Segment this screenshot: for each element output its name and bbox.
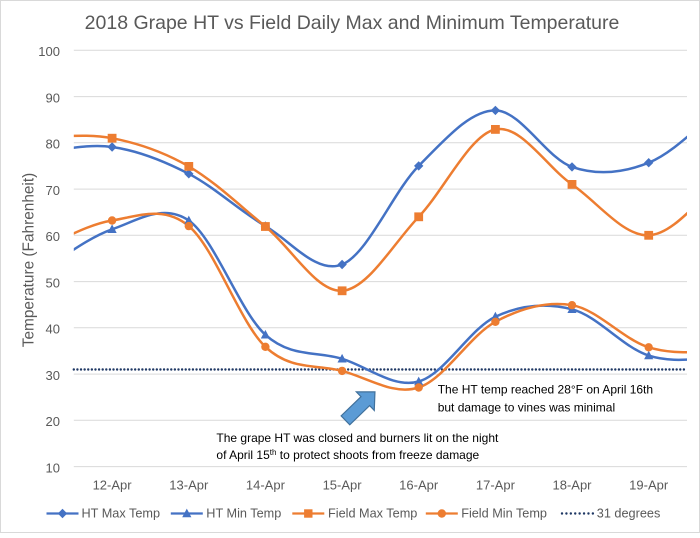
svg-text:HT Max Temp: HT Max Temp	[82, 507, 161, 521]
svg-text:12-Apr: 12-Apr	[93, 477, 133, 492]
svg-text:16-Apr: 16-Apr	[399, 477, 439, 492]
svg-text:20: 20	[46, 414, 60, 429]
svg-text:17-Apr: 17-Apr	[476, 477, 516, 492]
svg-text:The grape HT was closed and bu: The grape HT was closed and burners lit …	[216, 431, 499, 445]
svg-text:40: 40	[46, 322, 60, 337]
svg-text:30: 30	[46, 368, 60, 383]
svg-text:of April 15th to protect shoot: of April 15th to protect shoots from fre…	[216, 448, 479, 462]
svg-text:HT Min Temp: HT Min Temp	[206, 507, 281, 521]
svg-text:Field Min Temp: Field Min Temp	[461, 507, 547, 521]
svg-text:31 degrees: 31 degrees	[597, 507, 661, 521]
svg-text:Field Max Temp: Field Max Temp	[328, 507, 417, 521]
svg-text:50: 50	[46, 275, 60, 290]
svg-text:but damage to vines was minima: but damage to vines was minimal	[438, 401, 615, 415]
svg-text:13-Apr: 13-Apr	[169, 477, 209, 492]
svg-text:70: 70	[46, 183, 60, 198]
svg-text:90: 90	[46, 90, 60, 105]
svg-text:18-Apr: 18-Apr	[552, 477, 592, 492]
svg-text:Temperature (Fahrenheit): Temperature (Fahrenheit)	[21, 173, 38, 348]
svg-text:2018 Grape HT vs Field Daily M: 2018 Grape HT vs Field Daily Max and Min…	[85, 12, 620, 34]
svg-text:60: 60	[46, 229, 60, 244]
svg-text:15-Apr: 15-Apr	[323, 477, 363, 492]
svg-text:The HT temp reached 28°F on Ap: The HT temp reached 28°F on April 16th	[438, 383, 653, 397]
svg-text:14-Apr: 14-Apr	[246, 477, 286, 492]
svg-text:100: 100	[38, 44, 60, 59]
svg-text:19-Apr: 19-Apr	[629, 477, 669, 492]
svg-text:80: 80	[46, 137, 60, 152]
svg-text:10: 10	[46, 460, 60, 475]
